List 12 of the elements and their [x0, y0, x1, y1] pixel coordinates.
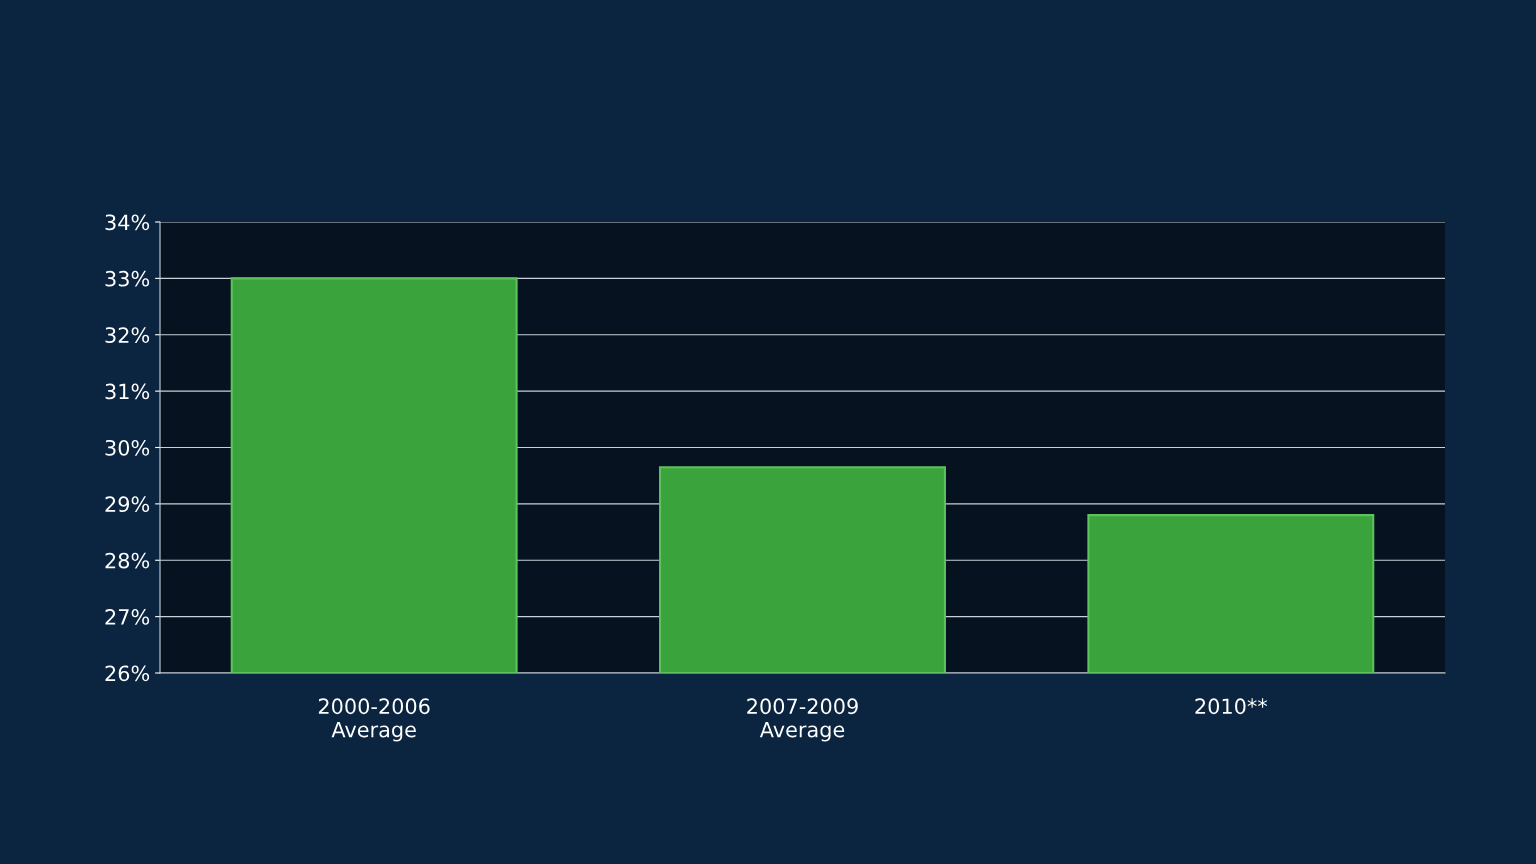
- y-tick-label: 30%: [105, 439, 150, 456]
- y-tick-label: 26%: [105, 665, 150, 682]
- x-tick-label: 2007-2009 Average: [747, 698, 858, 742]
- y-tick-label: 28%: [105, 552, 150, 569]
- x-tick-label: 2000-2006 Average: [318, 698, 430, 742]
- x-tick-label: 2010**: [1195, 698, 1268, 715]
- y-tick-label: 29%: [105, 496, 150, 513]
- y-tick-label: 27%: [105, 609, 150, 625]
- y-tick-label: 33%: [105, 270, 150, 287]
- y-tick-label: 31%: [105, 383, 150, 400]
- y-tick-label: 32%: [105, 327, 150, 343]
- y-tick-label: 34%: [105, 214, 150, 231]
